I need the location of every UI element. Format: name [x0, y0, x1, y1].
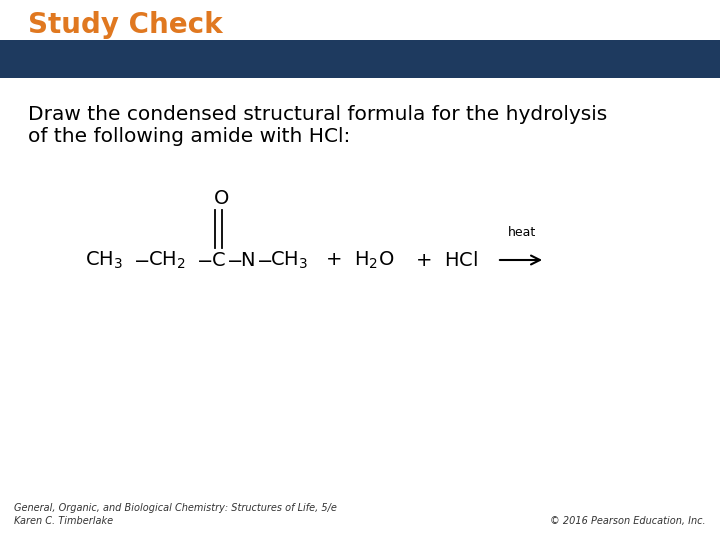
Text: $\mathsf{-}$: $\mathsf{-}$ [226, 251, 242, 269]
Text: $\mathsf{CH_2}$: $\mathsf{CH_2}$ [148, 249, 186, 271]
Text: General, Organic, and Biological Chemistry: Structures of Life, 5/e
Karen C. Tim: General, Organic, and Biological Chemist… [14, 503, 337, 526]
Text: $\mathsf{-}$: $\mathsf{-}$ [196, 251, 212, 269]
Bar [0, 40, 720, 78]
Text: $\mathsf{-}$: $\mathsf{-}$ [256, 251, 272, 269]
Text: $\mathsf{+\ \ HCl}$: $\mathsf{+\ \ HCl}$ [415, 251, 478, 269]
Text: $\mathsf{+\ \ H_2O}$: $\mathsf{+\ \ H_2O}$ [325, 249, 395, 271]
Text: $\mathsf{CH_3}$: $\mathsf{CH_3}$ [270, 249, 308, 271]
Text: $\mathsf{N}$: $\mathsf{N}$ [240, 251, 255, 269]
Text: $\mathsf{-}$: $\mathsf{-}$ [133, 251, 149, 269]
Text: Draw the condensed structural formula for the hydrolysis: Draw the condensed structural formula fo… [28, 105, 607, 124]
Text: Study Check: Study Check [28, 11, 222, 39]
Text: heat: heat [508, 226, 536, 239]
Text: $\mathsf{C}$: $\mathsf{C}$ [211, 251, 225, 269]
Text: of the following amide with HCl:: of the following amide with HCl: [28, 127, 351, 146]
Text: $\mathsf{CH_3}$: $\mathsf{CH_3}$ [85, 249, 123, 271]
Text: $\mathsf{O}$: $\mathsf{O}$ [213, 188, 229, 207]
Text: © 2016 Pearson Education, Inc.: © 2016 Pearson Education, Inc. [550, 516, 706, 526]
